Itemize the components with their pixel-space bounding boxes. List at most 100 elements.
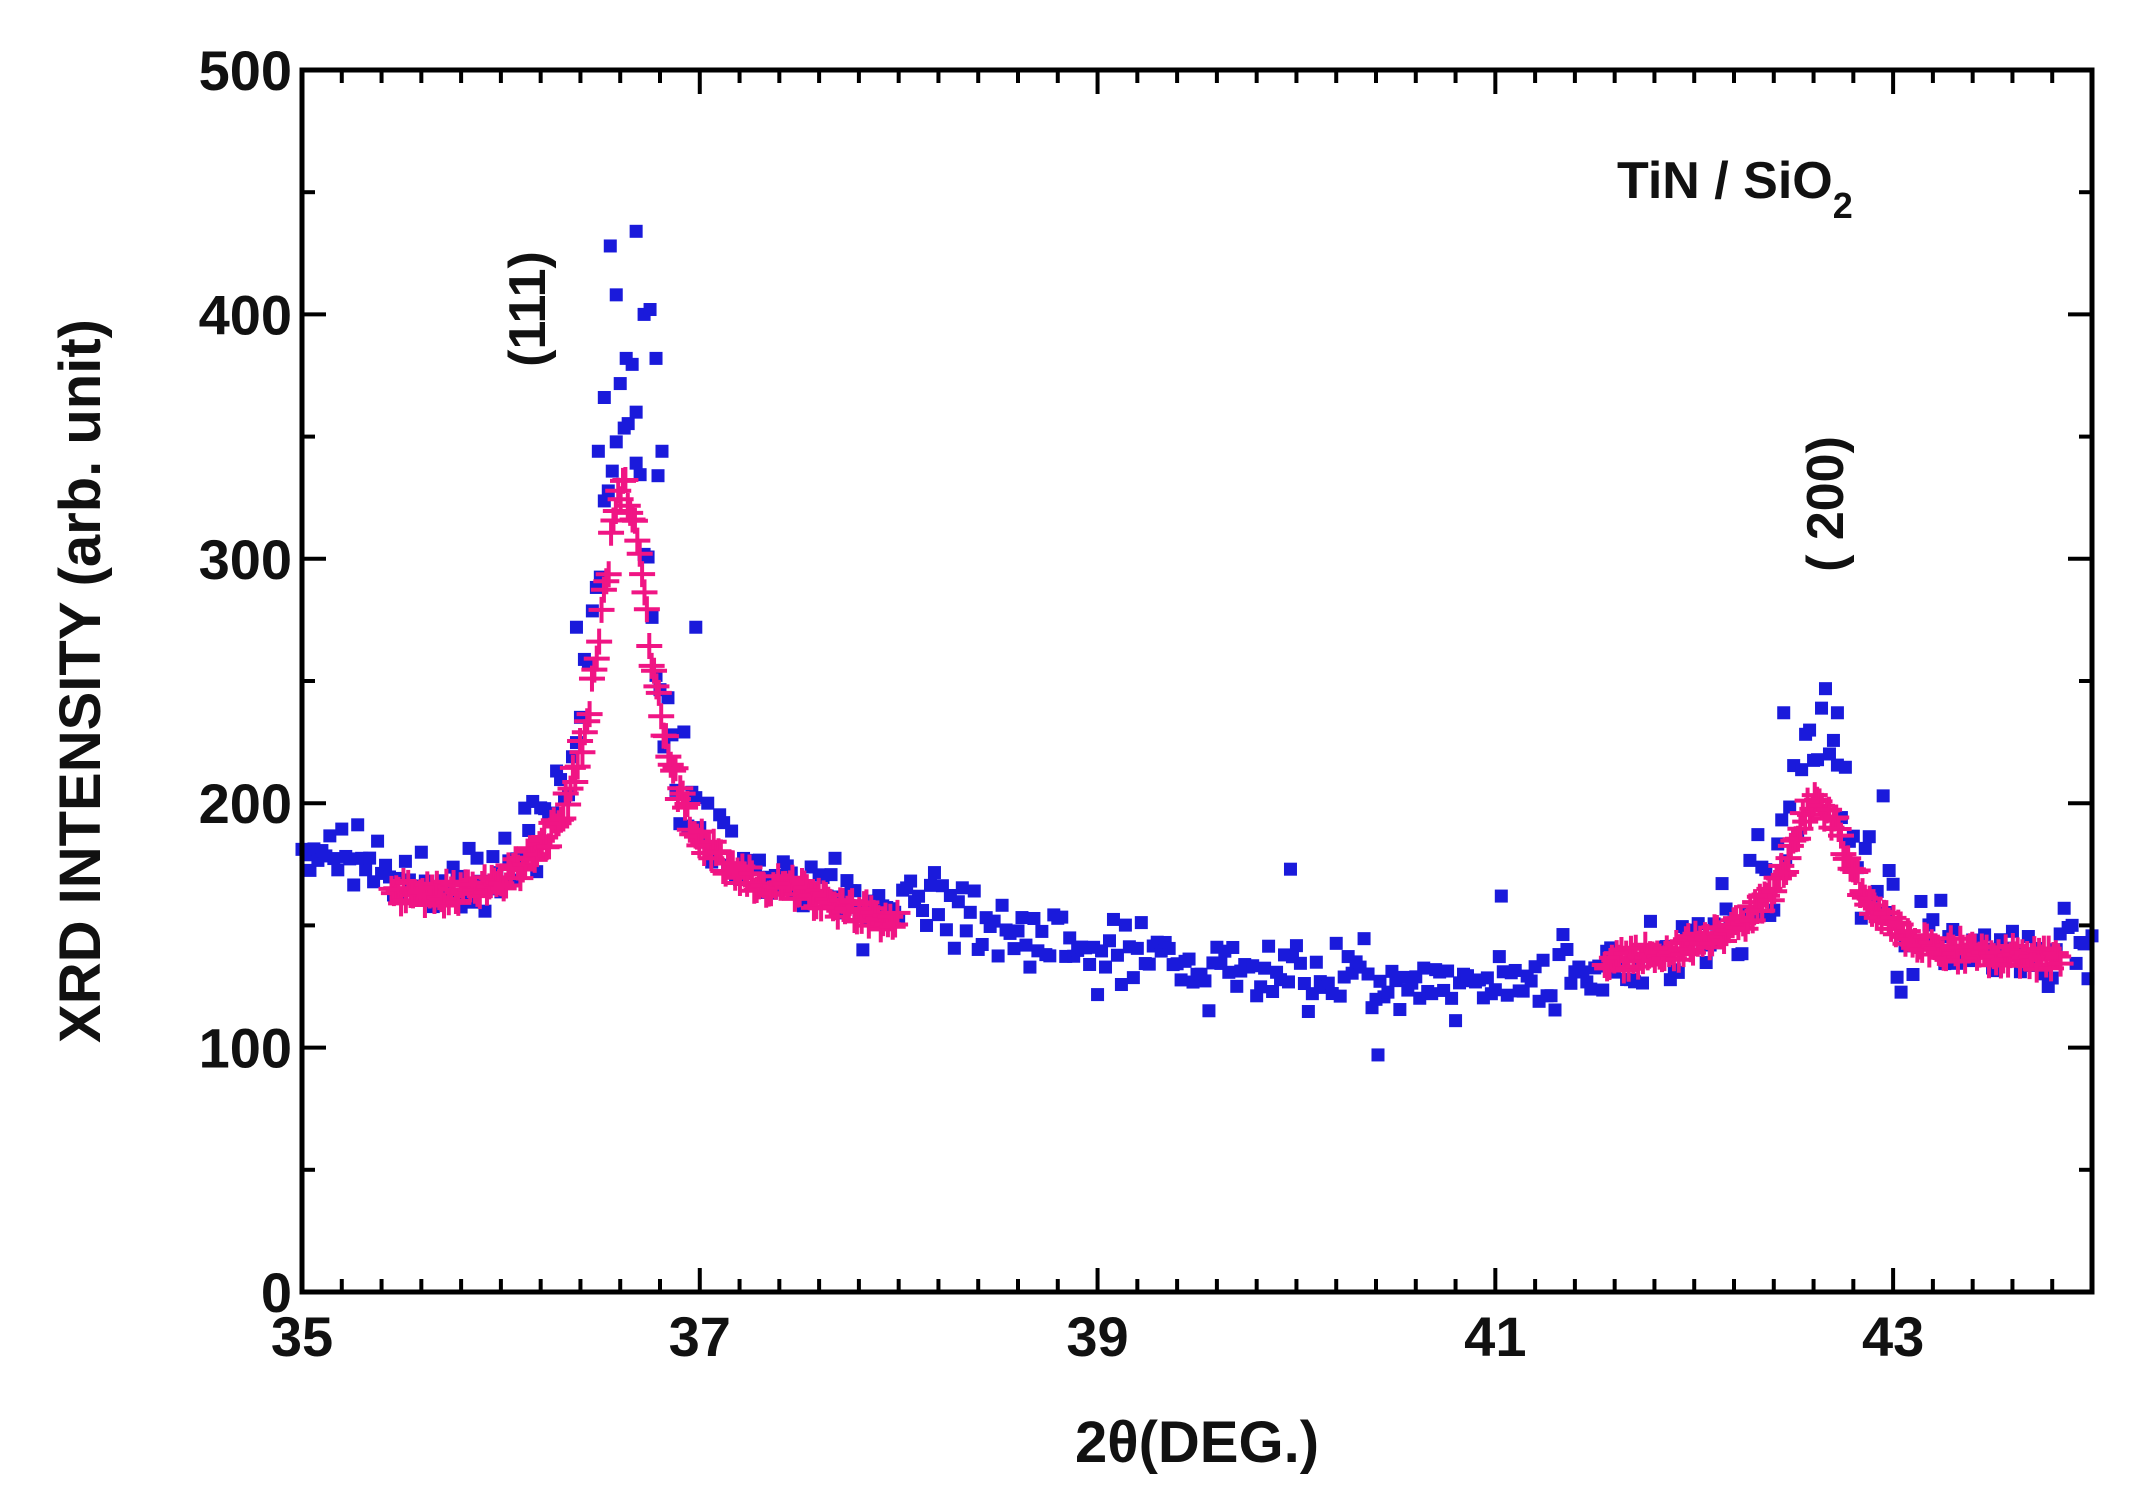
fit-point [588, 596, 615, 623]
fit-point [586, 628, 613, 655]
measured-point [1643, 914, 1657, 928]
fit-point [612, 466, 639, 493]
measured-point [920, 918, 934, 932]
measured-point [371, 834, 385, 848]
measured-point [995, 898, 1009, 912]
measured-point [498, 831, 512, 845]
fit-point [645, 679, 672, 706]
measured-point [1357, 932, 1371, 946]
measured-point [963, 905, 977, 919]
measured-point [1118, 918, 1132, 932]
measured-point [1449, 1014, 1463, 1028]
measured-point [1301, 1005, 1315, 1019]
measured-point [1548, 1003, 1562, 1017]
fit-point [638, 652, 665, 679]
measured-point [1142, 957, 1156, 971]
measured-point [1297, 977, 1311, 991]
measured-point [1596, 983, 1610, 997]
measured-point [1826, 733, 1840, 747]
measured-point [991, 949, 1005, 963]
measured-point [828, 851, 842, 865]
fit-point [1761, 878, 1788, 905]
measured-point [1027, 911, 1041, 925]
measured-point [1715, 877, 1729, 891]
measured-point [1182, 952, 1196, 966]
measured-point [1830, 706, 1844, 720]
fit-point [629, 561, 656, 588]
fit-point [1828, 822, 1854, 849]
measured-point [1492, 950, 1506, 964]
measured-point [1494, 889, 1508, 903]
fit-point [621, 507, 648, 534]
y-tick-label: 300 [199, 528, 292, 591]
measured-point [1095, 944, 1109, 958]
measured-point [1361, 967, 1375, 981]
x-tick-labels: 35 37 39 41 43 [271, 1305, 1924, 1368]
measured-point [486, 850, 500, 864]
sample-label-subscript: 2 [1833, 185, 1853, 226]
fit-point [657, 751, 684, 778]
measured-point [1015, 911, 1029, 925]
measured-point [1202, 1004, 1216, 1018]
measured-point [2057, 901, 2071, 915]
measured-point [824, 868, 838, 882]
peak-200-label: ( 200) [1797, 436, 1855, 572]
y-tick-label: 200 [199, 772, 292, 835]
y-tick-label: 500 [199, 39, 292, 102]
measured-point [2065, 918, 2079, 932]
y-tick-label: 400 [199, 283, 292, 346]
measured-point [912, 889, 926, 903]
fit-point [598, 519, 625, 546]
measured-point [1894, 985, 1908, 999]
measured-point [939, 923, 953, 937]
measured-point [1174, 973, 1188, 987]
y-tick-labels: 0 100 200 300 400 500 [199, 39, 292, 1324]
measured-point [1373, 974, 1387, 988]
measured-point [1858, 841, 1872, 855]
measured-point [1162, 941, 1176, 955]
measured-point [856, 943, 870, 957]
measured-point [916, 904, 930, 918]
measured-point [1488, 983, 1502, 997]
measured-point [1480, 971, 1494, 985]
fit-point [493, 872, 520, 899]
fit-point [879, 913, 906, 940]
fit-point [781, 885, 808, 912]
measured-point [1441, 964, 1455, 978]
fit-point [660, 757, 687, 784]
measured-point [331, 863, 345, 877]
fit-point [445, 889, 472, 916]
measured-point [1445, 991, 1459, 1005]
measured-point [1134, 916, 1148, 930]
measured-point [1114, 978, 1128, 992]
measured-point [651, 469, 665, 483]
fit-point [576, 701, 603, 728]
measured-point [1381, 985, 1395, 999]
measured-point [1914, 894, 1928, 908]
fit-point [536, 833, 563, 860]
fit-point [581, 656, 608, 683]
measured-point [1023, 960, 1037, 974]
measured-point [1043, 949, 1057, 963]
measured-point [351, 818, 365, 832]
measured-point [931, 908, 945, 922]
x-tick-label: 39 [1066, 1305, 1128, 1368]
fit-point [1825, 816, 1852, 843]
measured-series [295, 224, 2099, 1062]
measured-point [327, 852, 341, 866]
fit-point [569, 739, 596, 766]
measured-point [1906, 968, 1920, 982]
measured-point [1222, 965, 1236, 979]
measured-point [725, 824, 739, 838]
measured-point [619, 351, 633, 365]
x-axis-title: 2θ(DEG.) [1075, 1410, 1319, 1475]
measured-point [303, 863, 317, 877]
plot-frame [299, 67, 2095, 1295]
measured-point [1126, 971, 1140, 985]
measured-point [677, 725, 691, 739]
measured-point [1019, 938, 1033, 952]
measured-point [987, 914, 1001, 928]
fit-point [652, 723, 679, 750]
measured-point [1099, 960, 1113, 974]
measured-point [1775, 813, 1789, 827]
